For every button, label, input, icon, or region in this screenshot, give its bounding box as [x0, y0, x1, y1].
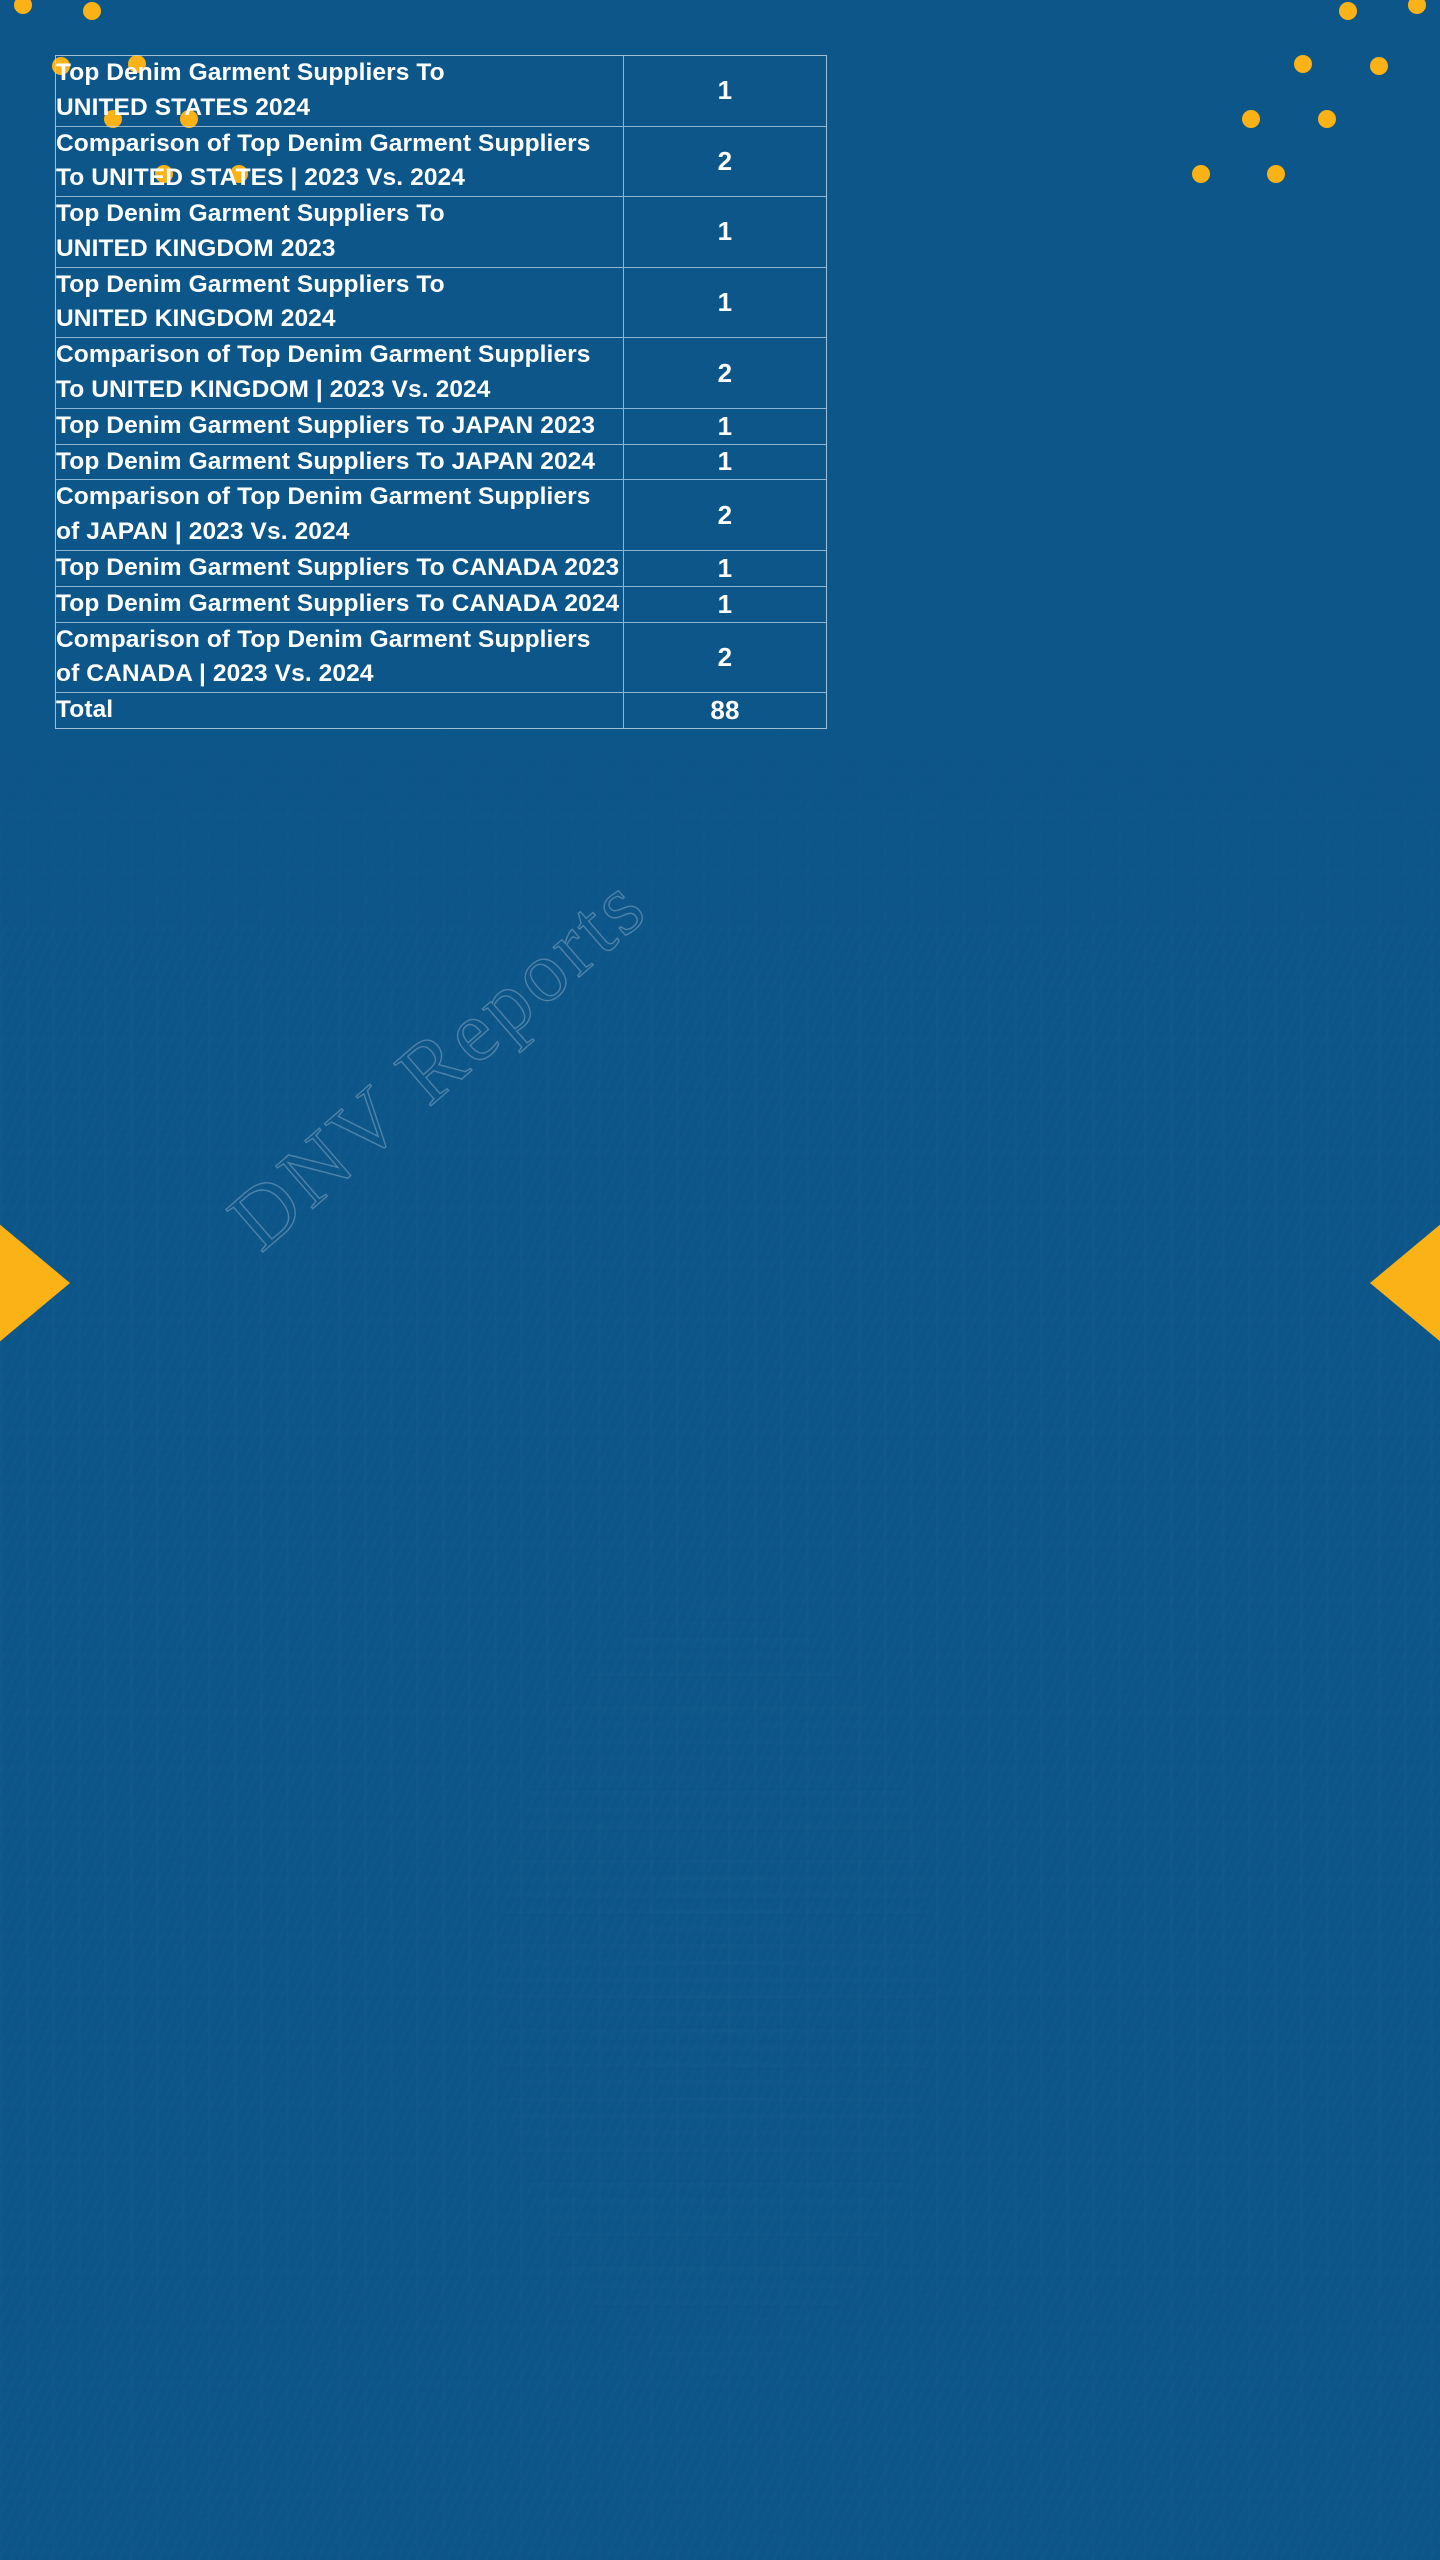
table-row: Top Denim Garment Suppliers To JAPAN 202… [56, 407, 826, 445]
report-title-cell: Comparison of Top Denim Garment Supplier… [56, 479, 624, 551]
report-table-container: Top Denim Garment Suppliers To UNITED STA… [55, 55, 827, 729]
report-title-cell: Top Denim Garment Suppliers To CANADA 20… [56, 549, 624, 587]
report-title-line: of JAPAN | 2023 Vs. 2024 [56, 518, 350, 546]
report-title-cell: Total [56, 692, 624, 728]
report-count-cell: 1 [623, 549, 826, 587]
report-count-cell: 1 [717, 75, 733, 106]
report-title-line: To UNITED STATES | 2023 Vs. 2024 [56, 164, 465, 192]
report-title-line: To UNITED KINGDOM | 2023 Vs. 2024 [56, 376, 491, 404]
report-title-line: Top Denim Garment Suppliers To CANADA 20… [56, 553, 620, 581]
report-title-cell: Top Denim Garment Suppliers To UNITED STA… [56, 56, 624, 127]
report-title-line: UNITED STATES 2024 [56, 93, 311, 121]
report-title-line: Top Denim Garment Suppliers To JAPAN 202… [56, 411, 596, 439]
report-title-cell: Top Denim Garment Suppliers To UNITED KIN… [56, 196, 624, 268]
table-row: Top Denim Garment Suppliers To UNITED KIN… [56, 266, 826, 338]
table-row: Top Denim Garment Suppliers To UNITED KIN… [56, 196, 826, 268]
table-row: Comparison of Top Denim Garment Supplier… [56, 125, 826, 197]
report-title-cell: Top Denim Garment Suppliers To JAPAN 202… [56, 443, 624, 480]
report-count-cell: 1 [623, 407, 826, 445]
report-title-line: Top Denim Garment Suppliers To [56, 59, 445, 86]
table-row: Top Denim Garment Suppliers To CANADA 20… [56, 585, 826, 622]
report-title-cell: Comparison of Top Denim Garment Supplier… [56, 621, 624, 693]
report-title-line: Top Denim Garment Suppliers To CANADA 20… [56, 589, 620, 617]
report-title-line: Comparison of Top Denim Garment Supplier… [56, 625, 591, 653]
report-count-cell: 2 [623, 125, 826, 197]
table-row: Comparison of Top Denim Garment Supplier… [56, 337, 826, 409]
report-title-line: Comparison of Top Denim Garment Supplier… [56, 129, 591, 157]
report-title-line: Comparison of Top Denim Garment Supplier… [56, 341, 591, 369]
report-title-cell: Comparison of Top Denim Garment Supplier… [56, 125, 624, 197]
report-title-line: Top Denim Garment Suppliers To JAPAN 202… [56, 447, 596, 475]
report-count-cell: 2 [623, 621, 826, 693]
report-count-cell: 1 [623, 266, 826, 338]
table-row: Top Denim Garment Suppliers To UNITED STA… [56, 56, 826, 127]
report-title-cell: Comparison of Top Denim Garment Supplier… [56, 337, 624, 409]
report-count-cell: 88 [623, 692, 826, 728]
table-row: Top Denim Garment Suppliers To CANADA 20… [56, 549, 826, 587]
report-count-cell: 1 [623, 443, 826, 480]
report-count-cell: 1 [623, 196, 826, 268]
report-count-cell: 2 [623, 479, 826, 551]
report-title-cell: Top Denim Garment Suppliers To JAPAN 202… [56, 407, 624, 445]
report-title-line: Top Denim Garment Suppliers To [56, 270, 445, 298]
report-title-line: UNITED KINGDOM 2024 [56, 305, 336, 333]
report-title-line: of CANADA | 2023 Vs. 2024 [56, 660, 374, 688]
table-row: Total 88 [56, 692, 826, 728]
report-title-line: Comparison of Top Denim Garment Supplier… [56, 483, 591, 511]
report-title-cell: Top Denim Garment Suppliers To CANADA 20… [56, 585, 624, 622]
report-count-cell: 2 [623, 337, 826, 409]
report-table: Top Denim Garment Suppliers To UNITED STA… [56, 56, 826, 728]
table-row: Comparison of Top Denim Garment Supplier… [56, 479, 826, 551]
report-title-line: Total [56, 696, 114, 724]
report-title-cell: Top Denim Garment Suppliers To UNITED KIN… [56, 266, 624, 338]
table-row: Comparison of Top Denim Garment Supplier… [56, 621, 826, 693]
report-count-cell: 1 [623, 585, 826, 622]
report-title-line: UNITED KINGDOM 2023 [56, 234, 336, 262]
report-title-line: Top Denim Garment Suppliers To [56, 200, 445, 228]
table-row: Top Denim Garment Suppliers To JAPAN 202… [56, 443, 826, 480]
